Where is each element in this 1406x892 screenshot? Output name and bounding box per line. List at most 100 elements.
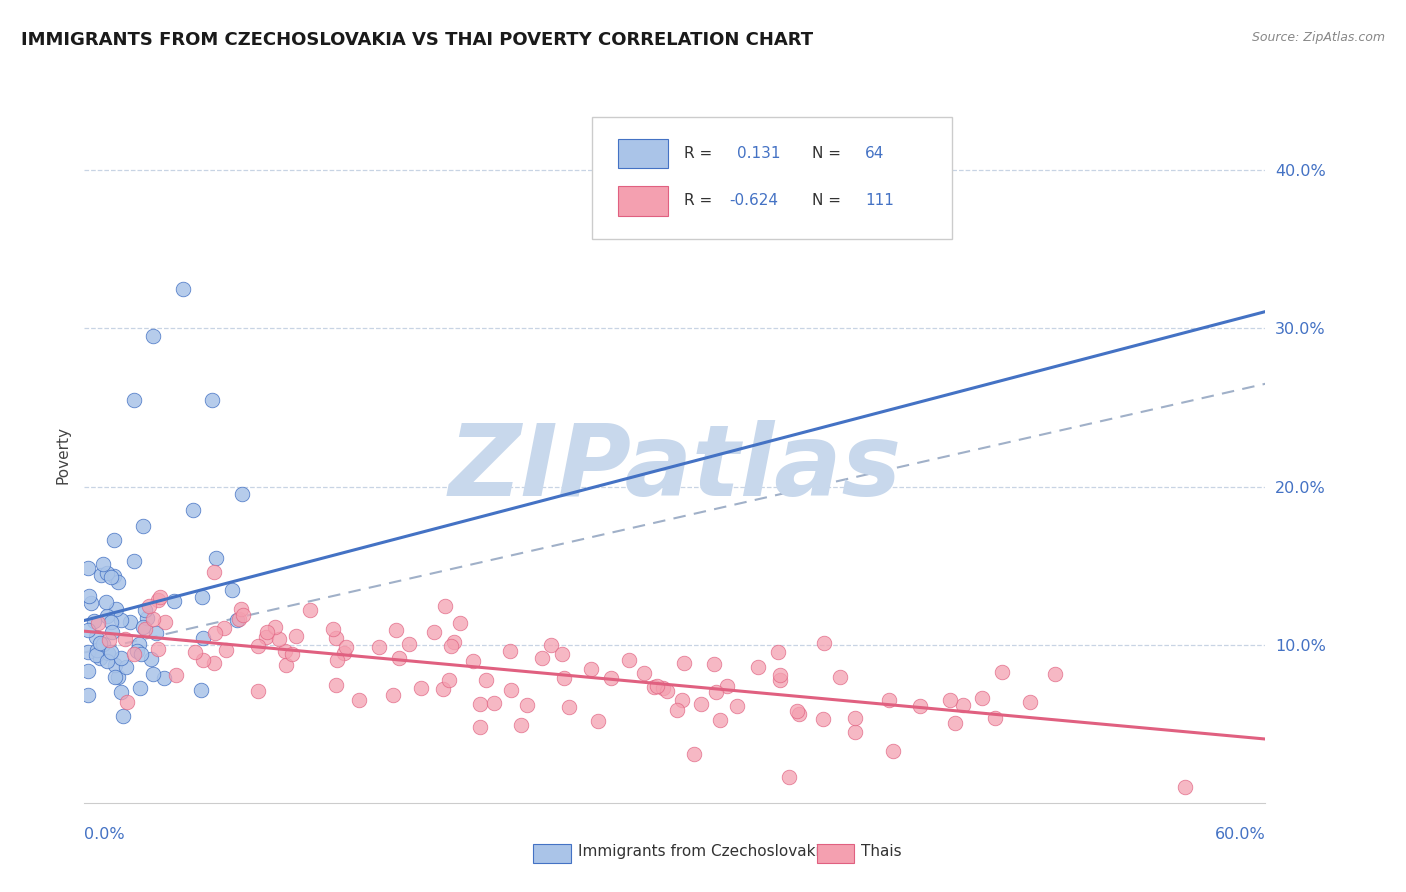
- Point: [325, 678, 347, 692]
- Point: [103, 569, 125, 583]
- Point: [281, 648, 304, 662]
- Point: [138, 599, 160, 613]
- FancyBboxPatch shape: [619, 186, 668, 216]
- Point: [813, 712, 835, 726]
- Point: [747, 659, 769, 673]
- Point: [619, 653, 641, 667]
- Text: 64: 64: [865, 146, 884, 161]
- Point: [114, 632, 136, 646]
- FancyBboxPatch shape: [817, 844, 855, 863]
- Point: [844, 725, 866, 739]
- Point: [516, 698, 538, 713]
- Point: [882, 743, 904, 757]
- Point: [461, 654, 484, 668]
- Point: [94, 595, 117, 609]
- Point: [97, 633, 120, 648]
- Point: [97, 646, 120, 660]
- Point: [437, 673, 460, 688]
- Point: [107, 670, 129, 684]
- Point: [643, 680, 665, 694]
- Point: [725, 698, 748, 713]
- Point: [263, 620, 285, 634]
- Point: [184, 645, 207, 659]
- Text: R =: R =: [685, 194, 717, 209]
- Point: [100, 615, 122, 630]
- Point: [449, 616, 471, 631]
- Point: [96, 566, 118, 580]
- Point: [766, 645, 789, 659]
- Text: Source: ZipAtlas.com: Source: ZipAtlas.com: [1251, 31, 1385, 45]
- Point: [709, 714, 731, 728]
- Point: [423, 625, 446, 640]
- Point: [470, 720, 492, 734]
- Point: [381, 688, 404, 702]
- Point: [716, 679, 738, 693]
- Point: [482, 696, 505, 710]
- Point: [474, 673, 496, 688]
- Point: [984, 710, 1007, 724]
- Point: [633, 665, 655, 680]
- Point: [558, 700, 581, 714]
- Point: [939, 693, 962, 707]
- Point: [100, 645, 122, 659]
- Point: [84, 648, 107, 662]
- Point: [347, 693, 370, 707]
- Point: [190, 682, 212, 697]
- Point: [135, 611, 157, 625]
- Point: [703, 657, 725, 672]
- Point: [247, 684, 270, 698]
- Text: -0.624: -0.624: [730, 194, 778, 209]
- Text: 111: 111: [865, 194, 894, 209]
- Point: [149, 590, 172, 604]
- Point: [77, 645, 100, 659]
- Point: [704, 685, 727, 699]
- Point: [440, 639, 463, 653]
- Point: [531, 650, 554, 665]
- Point: [91, 637, 114, 651]
- Point: [104, 670, 127, 684]
- Point: [432, 682, 454, 697]
- Text: Thais: Thais: [862, 844, 903, 859]
- Point: [1173, 780, 1195, 794]
- Point: [96, 609, 118, 624]
- Point: [952, 698, 974, 712]
- Point: [118, 615, 141, 630]
- Point: [991, 665, 1014, 679]
- Point: [828, 670, 851, 684]
- Text: N =: N =: [811, 146, 846, 161]
- Point: [132, 519, 155, 533]
- Point: [813, 636, 835, 650]
- Point: [910, 699, 932, 714]
- Point: [273, 644, 295, 658]
- Point: [212, 621, 235, 635]
- Point: [103, 533, 125, 547]
- Point: [107, 574, 129, 589]
- Text: IMMIGRANTS FROM CZECHOSLOVAKIA VS THAI POVERTY CORRELATION CHART: IMMIGRANTS FROM CZECHOSLOVAKIA VS THAI P…: [21, 31, 813, 49]
- Point: [671, 693, 693, 707]
- Point: [89, 651, 111, 665]
- Point: [254, 631, 277, 645]
- Point: [153, 671, 176, 685]
- Point: [779, 771, 801, 785]
- Point: [110, 685, 132, 699]
- FancyBboxPatch shape: [533, 844, 571, 863]
- Point: [115, 695, 138, 709]
- Text: N =: N =: [811, 194, 846, 209]
- Point: [145, 626, 167, 640]
- Point: [215, 643, 238, 657]
- Point: [105, 602, 128, 616]
- Point: [153, 615, 176, 630]
- Point: [132, 620, 155, 634]
- Point: [690, 697, 713, 711]
- Point: [77, 688, 100, 702]
- Point: [368, 640, 391, 654]
- Point: [229, 602, 252, 616]
- Point: [267, 632, 290, 646]
- Point: [285, 629, 308, 643]
- Point: [128, 637, 150, 651]
- Point: [104, 657, 127, 672]
- Point: [115, 660, 138, 674]
- Point: [110, 613, 132, 627]
- Point: [124, 647, 146, 661]
- Point: [134, 602, 156, 616]
